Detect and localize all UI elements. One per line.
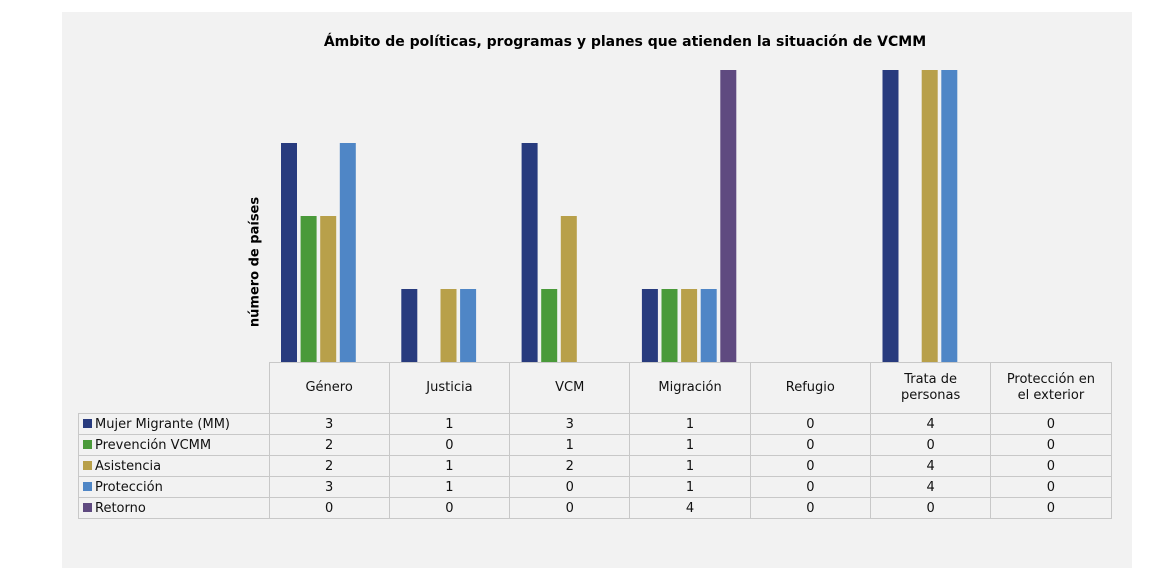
value-cell: 0 [990,476,1112,498]
table-row: Prevención VCMM 2 0 1 1 0 0 0 [78,434,1112,456]
legend-cell: Retorno [78,497,270,519]
bar [921,70,938,362]
bar [560,216,577,362]
legend-cell: Mujer Migrante (MM) [78,413,270,435]
bar [401,289,418,362]
chart-title: Ámbito de políticas, programas y planes … [324,33,926,50]
bar [521,143,538,362]
value-cell: 4 [869,476,992,498]
bar [941,70,958,362]
value-cell: 1 [629,455,751,477]
legend-swatch [83,418,92,428]
value-cell: 2 [268,434,390,456]
value-cell: 3 [509,413,631,435]
table-row: Asistencia 2 1 2 1 0 4 0 [78,455,1112,477]
bar [440,289,457,362]
y-axis-label: número de países [248,197,263,327]
bar [541,289,558,362]
value-cell: 3 [268,413,390,435]
legend-swatch [83,481,92,491]
legend-swatch [83,460,92,470]
category-cell: Trata de personas [869,362,992,414]
value-cell: 1 [388,413,511,435]
bar [681,289,698,362]
value-cell: 0 [509,476,631,498]
value-cell: 0 [749,434,871,456]
value-cell: 1 [629,434,751,456]
category-cell: VCM [509,362,631,414]
x-tick-label: Migración [658,380,722,395]
value-cell: 4 [869,455,992,477]
value-cell: 0 [749,455,871,477]
value-cell: 3 [268,476,390,498]
value-cell: 0 [749,476,871,498]
table-row: Protección 3 1 0 1 0 4 0 [78,476,1112,498]
bar [339,143,356,362]
x-tick-label: Protección en el exterior [1006,372,1096,403]
value-cell: 4 [869,413,992,435]
value-cell: 0 [990,497,1112,519]
corner [78,362,270,414]
category-cell: Justicia [388,362,511,414]
legend-swatch [83,439,92,449]
table-row: Mujer Migrante (MM) 3 1 3 1 0 4 0 [78,413,1112,435]
legend-label: Mujer Migrante (MM) [95,416,230,432]
x-tick-label: Trata de personas [900,372,961,403]
value-cell: 2 [268,455,390,477]
value-cell: 0 [869,497,992,519]
value-cell: 4 [629,497,751,519]
legend-label: Asistencia [95,458,162,474]
bar [300,216,317,362]
bar [281,143,297,362]
bar [641,289,658,362]
legend-cell: Asistencia [78,455,270,477]
category-cell: Protección en el exterior [990,362,1112,414]
value-cell: 0 [869,434,992,456]
value-cell: 1 [388,455,511,477]
value-cell: 0 [990,413,1112,435]
bar [700,289,717,362]
table-row: Retorno 0 0 0 4 0 0 0 [78,497,1112,519]
legend-swatch [83,502,92,512]
data-table: Género Justicia VCM Migración Refugio Trata d… [78,362,1112,519]
value-cell: 0 [388,434,511,456]
value-cell: 0 [990,434,1112,456]
x-tick-label: VCM [555,380,585,395]
bar [320,216,337,362]
legend-cell: Prevención VCMM [78,434,270,456]
x-tick-label: Justicia [426,380,473,395]
category-cell: Refugio [749,362,871,414]
x-tick-label: Refugio [785,380,835,395]
category-cell: Género [268,362,390,414]
value-cell: 0 [268,497,390,519]
bar [460,289,477,362]
category-cell: Migración [629,362,751,414]
bar [882,70,899,362]
value-cell: 0 [509,497,631,519]
bar [720,70,737,362]
value-cell: 1 [509,434,631,456]
legend-cell: Protección [78,476,270,498]
value-cell: 1 [629,476,751,498]
legend-label: Retorno [95,500,146,516]
x-tick-label: Género [305,380,353,395]
value-cell: 1 [629,413,751,435]
value-cell: 0 [990,455,1112,477]
bar [661,289,678,362]
value-cell: 2 [509,455,631,477]
legend-label: Protección [95,479,163,495]
value-cell: 0 [388,497,511,519]
value-cell: 0 [749,497,871,519]
legend-label: Prevención VCMM [95,437,212,453]
value-cell: 0 [749,413,871,435]
value-cell: 1 [388,476,511,498]
